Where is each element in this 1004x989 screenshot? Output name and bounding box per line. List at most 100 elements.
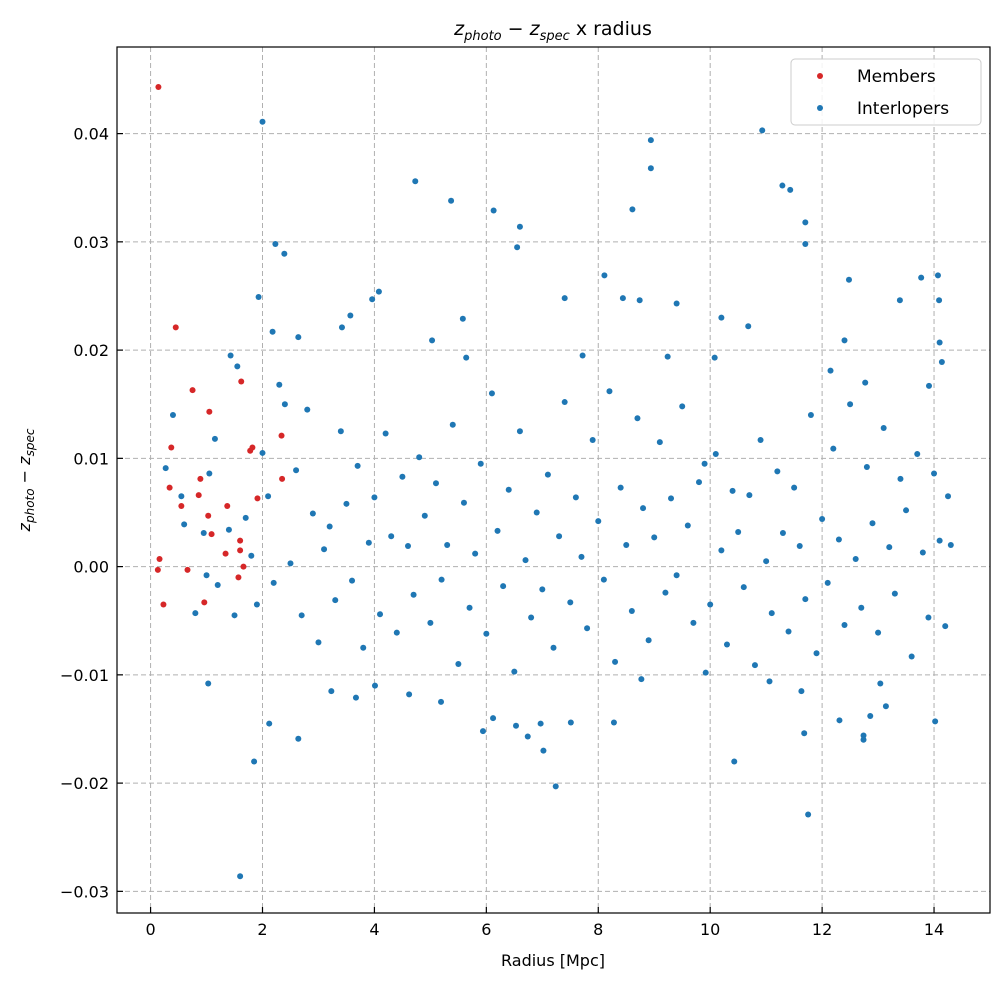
point-interlopers — [634, 415, 641, 422]
point-interlopers — [919, 549, 926, 556]
point-interlopers — [276, 381, 283, 388]
point-interlopers — [656, 439, 663, 446]
y-tick-label: 0.00 — [73, 558, 109, 577]
point-interlopers — [259, 449, 266, 456]
point-interlopers — [707, 601, 714, 608]
point-interlopers — [740, 584, 747, 591]
point-interlopers — [449, 421, 456, 428]
point-interlopers — [947, 541, 954, 548]
data-points — [154, 84, 954, 880]
point-interlopers — [852, 556, 859, 563]
point-interlopers — [281, 401, 288, 408]
point-members — [249, 444, 256, 451]
point-interlopers — [295, 334, 302, 341]
point-interlopers — [863, 464, 870, 471]
point-interlopers — [759, 127, 766, 134]
point-interlopers — [925, 614, 932, 621]
point-interlopers — [673, 300, 680, 307]
point-interlopers — [647, 137, 654, 144]
point-interlopers — [472, 550, 479, 557]
point-interlopers — [668, 495, 675, 502]
point-interlopers — [836, 717, 843, 724]
point-interlopers — [664, 353, 671, 360]
y-tick-label: −0.02 — [60, 774, 109, 793]
point-interlopers — [270, 579, 277, 586]
point-interlopers — [375, 288, 382, 295]
point-interlopers — [561, 399, 568, 406]
point-interlopers — [477, 460, 484, 467]
point-interlopers — [600, 576, 607, 583]
point-interlopers — [265, 493, 272, 500]
point-interlopers — [673, 572, 680, 579]
point-interlopers — [690, 619, 697, 626]
point-interlopers — [412, 178, 419, 185]
point-members — [156, 556, 163, 563]
point-interlopers — [938, 359, 945, 366]
y-tick-label: −0.03 — [60, 882, 109, 901]
point-interlopers — [200, 530, 207, 537]
point-interlopers — [332, 597, 339, 604]
point-interlopers — [745, 323, 752, 330]
point-interlopers — [309, 510, 316, 517]
point-interlopers — [584, 625, 591, 632]
point-interlopers — [858, 604, 865, 611]
point-interlopers — [813, 650, 820, 657]
point-members — [178, 502, 185, 509]
point-interlopers — [248, 552, 255, 559]
point-interlopers — [326, 523, 333, 530]
point-interlopers — [272, 241, 279, 248]
point-interlopers — [903, 507, 910, 514]
point-members — [195, 492, 202, 499]
point-interlopers — [242, 514, 249, 521]
point-interlopers — [651, 534, 658, 541]
point-interlopers — [266, 720, 273, 727]
x-tick-label: 0 — [145, 920, 155, 939]
point-interlopers — [766, 678, 773, 685]
x-tick-label: 10 — [700, 920, 720, 939]
point-interlopers — [711, 354, 718, 361]
point-interlopers — [500, 583, 507, 590]
point-interlopers — [712, 451, 719, 458]
point-interlopers — [338, 324, 345, 331]
point-members — [222, 550, 229, 557]
point-interlopers — [735, 528, 742, 535]
y-tick-label: 0.04 — [73, 125, 109, 144]
point-interlopers — [877, 680, 884, 687]
point-interlopers — [785, 628, 792, 635]
point-interlopers — [679, 403, 686, 410]
point-interlopers — [466, 604, 473, 611]
point-interlopers — [511, 668, 518, 675]
point-interlopers — [405, 543, 411, 550]
point-members — [254, 495, 261, 502]
point-interlopers — [349, 577, 356, 584]
point-interlopers — [328, 688, 335, 695]
legend-marker-interlopers — [817, 105, 823, 111]
point-interlopers — [572, 494, 579, 501]
y-tick-label: 0.02 — [73, 341, 109, 360]
point-interlopers — [802, 219, 809, 226]
point-interlopers — [807, 412, 814, 419]
point-interlopers — [638, 676, 645, 683]
point-interlopers — [623, 541, 630, 548]
point-interlopers — [483, 630, 490, 637]
point-members — [238, 378, 245, 385]
legend-label-members: Members — [857, 67, 936, 87]
point-interlopers — [798, 688, 805, 695]
point-interlopers — [490, 715, 497, 722]
point-interlopers — [827, 367, 834, 374]
point-interlopers — [516, 223, 523, 230]
point-interlopers — [891, 590, 898, 597]
point-members — [206, 408, 213, 415]
point-interlopers — [886, 544, 893, 551]
y-tick-label: 0.03 — [73, 233, 109, 252]
point-members — [205, 512, 212, 519]
point-interlopers — [718, 547, 725, 554]
point-interlopers — [463, 354, 470, 361]
point-interlopers — [315, 639, 322, 646]
point-interlopers — [914, 451, 921, 458]
point-interlopers — [365, 539, 372, 546]
point-interlopers — [684, 522, 691, 529]
point-interlopers — [567, 719, 574, 726]
point-interlopers — [628, 607, 635, 614]
